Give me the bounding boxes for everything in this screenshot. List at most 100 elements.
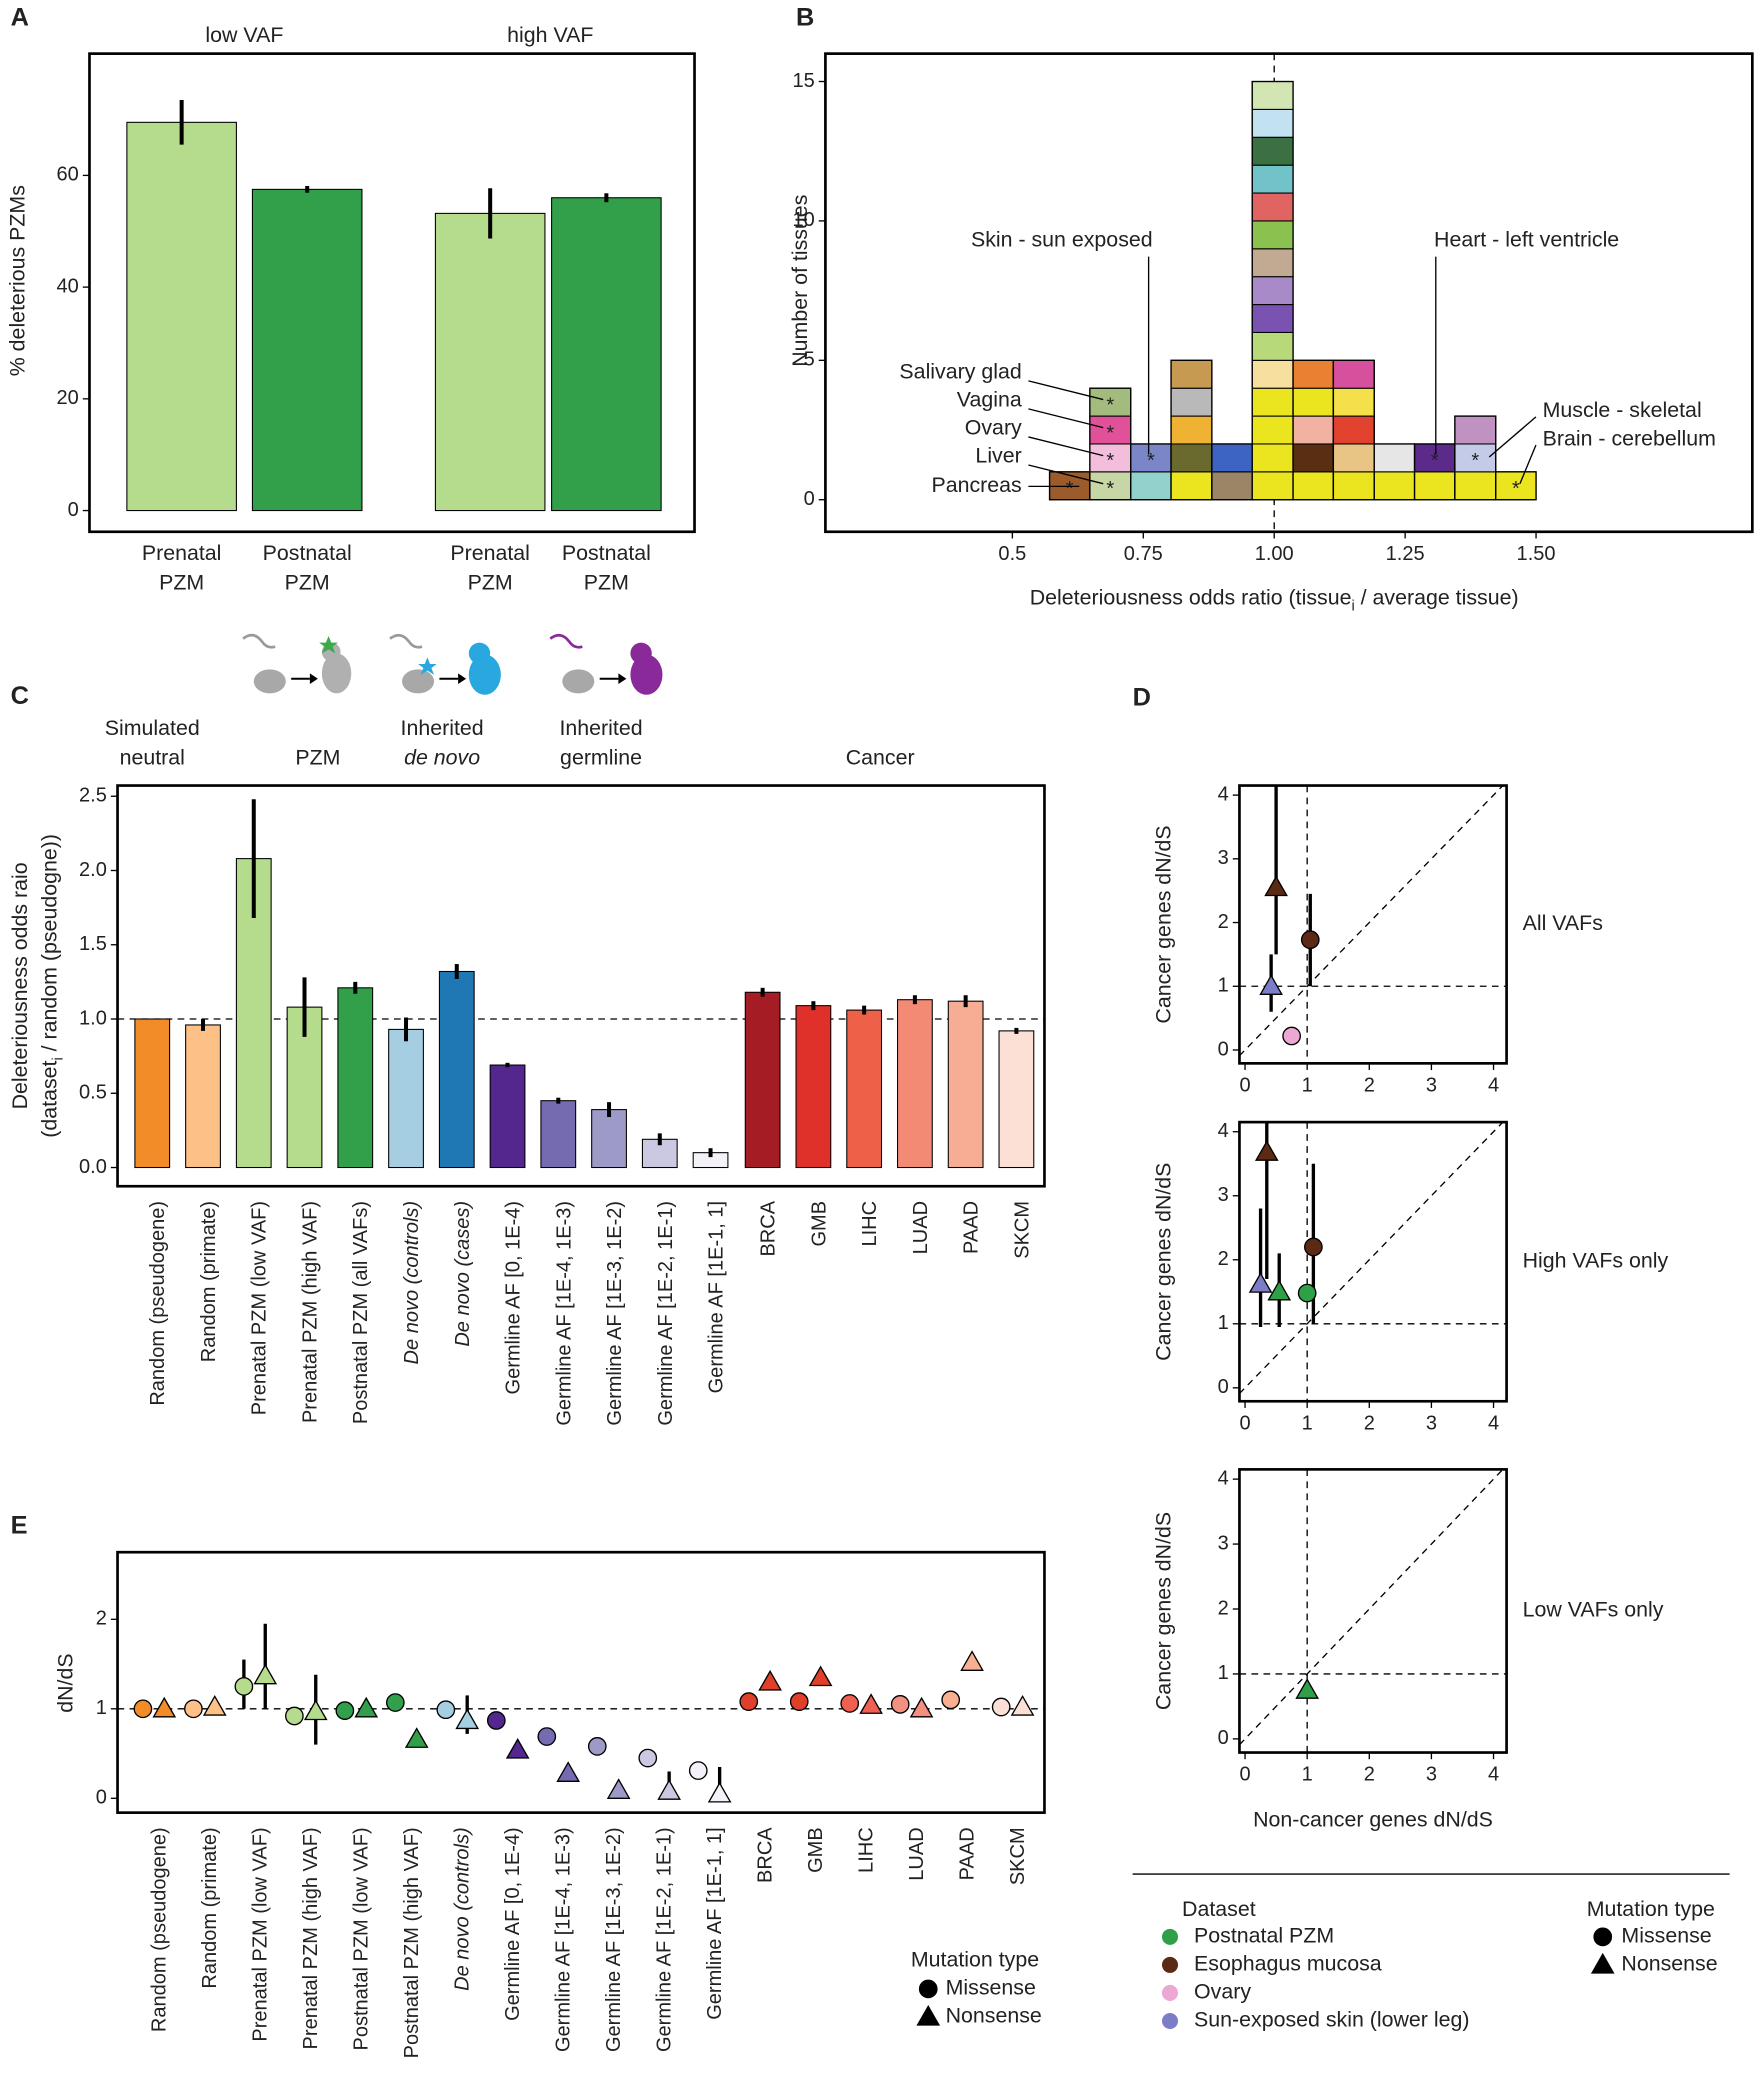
x-tick-label: 1.50 — [1517, 543, 1556, 565]
x-tick-label: LIHC — [859, 1201, 881, 1247]
point — [1297, 1283, 1317, 1303]
point — [436, 1700, 456, 1720]
legend-label: Esophagus mucosa — [1194, 1952, 1382, 1976]
legend-title: Dataset — [1182, 1897, 1256, 1921]
point — [1010, 1694, 1035, 1716]
point — [960, 1650, 984, 1671]
panel-caption: Low VAFs only — [1523, 1598, 1664, 1622]
x-tick-label: Prenatal PZM (high VAF) — [299, 1201, 321, 1423]
bar — [388, 1028, 424, 1169]
point — [789, 1692, 809, 1712]
y-tick-label: 1.0 — [79, 1007, 107, 1029]
group-label: low VAF — [205, 23, 283, 47]
x-tick-label: 3 — [1426, 1764, 1437, 1786]
tissue-cell — [1292, 387, 1334, 417]
y-tick-label: 20 — [57, 387, 79, 409]
point — [1248, 1272, 1273, 1293]
point — [1295, 1678, 1320, 1699]
tissue-cell — [1292, 471, 1334, 501]
tissue-cell — [1454, 471, 1497, 501]
y-tick-label: 3 — [1218, 847, 1229, 869]
point — [840, 1694, 860, 1713]
x-tick-label: Postnatal — [562, 541, 651, 565]
panel-letter: E — [11, 1512, 28, 1540]
tissue-cell — [1292, 359, 1334, 389]
germline-icon — [549, 633, 663, 695]
point — [303, 1699, 328, 1721]
y-tick-label: 40 — [57, 275, 79, 297]
legend-symbol — [1161, 2012, 1179, 2030]
point — [1254, 1140, 1279, 1161]
x-tick-label: Germline AF [1E-4, 1E-3) — [552, 1827, 574, 2052]
y-tick-label: 0 — [804, 488, 815, 510]
x-tick-label: 1.25 — [1386, 543, 1425, 565]
x-tick-label: Germline AF [0, 1E-4) — [503, 1201, 525, 1395]
y-axis-label: Cancer genes dN/dS — [1151, 1512, 1175, 1710]
tissue-cell — [1251, 331, 1294, 361]
x-tick-label: Postnatal — [263, 541, 352, 565]
bar — [438, 970, 475, 1169]
x-tick-label: 3 — [1426, 1412, 1437, 1434]
legend-label: Missense — [1621, 1923, 1711, 1947]
y-tick-label: 0.5 — [79, 1082, 107, 1104]
annotation: Liver — [975, 444, 1021, 468]
point — [606, 1778, 631, 1799]
group-label: Cancer — [846, 745, 915, 769]
x-tick-label: 2 — [1364, 1412, 1375, 1434]
panel-letter: B — [796, 4, 814, 32]
y-tick-label: 2 — [96, 1608, 107, 1630]
group-label: Simulated — [105, 716, 200, 740]
subscript: i — [1351, 598, 1354, 614]
y-tick-label: 0 — [96, 1787, 107, 1809]
y-tick-label: 2 — [1218, 1597, 1229, 1619]
significance-star: * — [1471, 450, 1479, 472]
x-tick-label: Postnatal PZM (all VAFs) — [350, 1201, 372, 1424]
x-tick-label: LUAD — [906, 1827, 928, 1880]
x-tick-label: BRCA — [754, 1827, 776, 1883]
plot-frame — [1238, 784, 1508, 1065]
tissue-cell — [1170, 471, 1213, 501]
x-tick-label: PZM — [285, 571, 330, 595]
point — [859, 1693, 883, 1714]
diagonal-line — [1238, 1468, 1504, 1746]
significance-star: * — [1106, 394, 1114, 416]
group-label: de novo — [404, 745, 480, 769]
pzm-icon — [242, 633, 352, 694]
legend-title: Mutation type — [1587, 1897, 1715, 1921]
x-tick-label: PAAD — [956, 1827, 978, 1880]
legend-label: Missense — [946, 1976, 1036, 2000]
y-axis-label: Cancer genes dN/dS — [1151, 1163, 1175, 1361]
y-tick-label: 0 — [1218, 1376, 1229, 1398]
legend-label: Sun-exposed skin (lower leg) — [1194, 2008, 1469, 2032]
label-part: (dataset — [37, 1060, 61, 1137]
x-tick-label: Germline AF [1E-1, 1] — [704, 1827, 726, 2019]
x-tick-label: Random (pseudogene) — [147, 1201, 169, 1406]
bar — [286, 1006, 323, 1169]
bar — [1454, 415, 1497, 501]
y-tick-label: 1 — [96, 1697, 107, 1719]
bar — [185, 1024, 221, 1169]
annotation: Brain - cerebellum — [1543, 426, 1716, 450]
x-tick-label: Random (primate) — [198, 1201, 220, 1362]
tissue-cell — [1211, 471, 1253, 501]
annotation-leader — [1488, 416, 1537, 458]
y-tick-label: 15 — [792, 70, 814, 92]
point — [1259, 974, 1283, 995]
point — [404, 1727, 429, 1748]
x-tick-label: Germline AF [0, 1E-4) — [502, 1827, 524, 2021]
diagonal-line — [1238, 1121, 1504, 1395]
group-label: Inherited — [559, 716, 642, 740]
label-part: / average tissue) — [1355, 585, 1519, 609]
x-tick-label: 0.5 — [998, 543, 1026, 565]
x-tick-label: De novo (cases) — [452, 1201, 474, 1347]
tissue-cell — [1251, 471, 1294, 501]
y-tick-label: 0 — [1218, 1727, 1229, 1749]
y-tick-label: 0 — [1218, 1038, 1229, 1060]
point — [1300, 930, 1320, 950]
legend-symbol — [1161, 1984, 1179, 2001]
legend-symbol — [916, 2004, 941, 2026]
tissue-cell — [1292, 415, 1334, 445]
annotation: Heart - left ventricle — [1434, 227, 1619, 251]
tissue-cell — [1251, 387, 1294, 417]
bar — [795, 1005, 832, 1169]
